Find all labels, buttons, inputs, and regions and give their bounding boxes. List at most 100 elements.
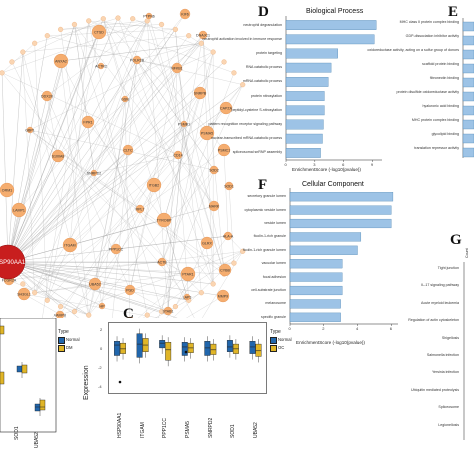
panel-c-box: [120, 342, 126, 354]
network-node-label: HLA-A: [223, 235, 234, 239]
panel-e-term-label: glycolipid binding: [431, 132, 459, 136]
network-node: [121, 95, 129, 103]
panel-d-bar: [285, 133, 323, 144]
panel-e-term-label: GDP-dissociation inhibitor activity: [405, 34, 459, 38]
panel-f-term-label: ficolin-1-rich granule: [253, 234, 286, 239]
network-node-label: ITGAM: [64, 244, 75, 248]
network-edge: [88, 20, 176, 30]
network-node: [62, 237, 78, 253]
network-node-label: PTPN6: [143, 15, 155, 19]
panel-g-legend-title: Count: [465, 248, 469, 258]
network-node-label: STAB1: [162, 310, 173, 314]
network-edge: [103, 18, 208, 244]
network-edge: [93, 154, 179, 174]
network-node: [97, 62, 105, 70]
panel-c-boxplot: [108, 322, 267, 394]
network-node: [115, 15, 121, 21]
network-edge: [60, 43, 202, 62]
panel-b-legend-normal: Normal: [66, 337, 80, 342]
network-edge: [7, 261, 169, 312]
network-node-label: SNRPD2: [87, 172, 102, 176]
network-node: [26, 126, 34, 134]
panel-c-box: [210, 343, 217, 355]
network-edge: [112, 59, 138, 318]
network-node-label: FPR1: [83, 121, 92, 125]
network-node-label: DDX3X: [41, 95, 54, 99]
panel-d-term-label: neutrophil degranulation: [243, 22, 282, 27]
panel-d-bar: [285, 105, 325, 116]
panel-d-term-label: spliceosomal snRNP assembly: [232, 150, 282, 155]
network-edge: [7, 43, 202, 263]
network-node-label: SH3GL1: [17, 293, 31, 297]
network-node: [58, 26, 64, 32]
panel-d-bar: [285, 77, 329, 87]
network-node: [130, 16, 136, 22]
panel-g-term-label: Tight junction: [437, 266, 459, 270]
panel-d-x-tick-label: 0: [284, 162, 287, 167]
network-edge: [29, 129, 215, 171]
panel-d-bar: [285, 148, 321, 158]
panel-f-term-label: specific granule: [261, 314, 286, 319]
panel-d-x-tick-label: 6: [342, 162, 345, 167]
network-edge: [7, 261, 79, 318]
panel-d-letter: D: [258, 4, 269, 20]
network-node: [122, 144, 134, 156]
panel-g-term-label: Legionellosis: [438, 422, 459, 427]
panel-c-letter: C: [123, 306, 134, 322]
network-edge: [1, 18, 133, 264]
network-edge: [7, 34, 204, 263]
network-edge: [7, 149, 129, 263]
network-edge: [177, 154, 215, 207]
network-edge: [1, 72, 9, 263]
panel-f-term-label: melanosome: [265, 301, 286, 306]
network-node: [186, 33, 192, 39]
network-edge: [129, 184, 155, 291]
network-edge: [167, 67, 178, 312]
network-node: [183, 293, 191, 301]
panel-d-x-tick-label: 3: [313, 162, 316, 167]
panel-c-legend-title: Type: [270, 329, 281, 335]
network-edge: [34, 43, 48, 301]
panel-c-ytick: 2: [100, 327, 103, 332]
panel-f-bar: [289, 218, 392, 229]
network-node-label: ITGB2: [149, 184, 159, 188]
network-node-label: POLR2B: [130, 59, 145, 63]
panel-g-term-label: Regulation of actin cytoskeleton: [408, 318, 459, 323]
network-edge: [34, 283, 96, 293]
network-edge: [74, 84, 243, 312]
network-node: [173, 150, 183, 160]
legend-swatch-normal: [270, 337, 277, 344]
network-edge: [46, 20, 148, 97]
network-edge: [69, 92, 201, 246]
legend-swatch-dm: [58, 345, 65, 352]
network-node: [198, 290, 204, 296]
network-node-label: PSMB1: [178, 123, 190, 127]
panel-e-term-label: MHC protein complex binding: [411, 118, 459, 122]
network-edge: [138, 273, 189, 318]
panel-e-term-label: protein disulfide oxidoreductase activit…: [396, 90, 459, 94]
network-edge: [22, 52, 35, 293]
network-edge: [94, 59, 138, 285]
network-node-label: FCGR2A: [2, 279, 17, 283]
panel-b-boxplot: [0, 318, 57, 433]
network-edge: [163, 92, 201, 221]
panel-f-x-tick-label: 0: [288, 326, 291, 331]
network-node: [51, 149, 65, 163]
network-node-label: GLRX: [202, 242, 212, 246]
network-node-label: ANXA2: [55, 60, 67, 64]
network-edge: [46, 95, 59, 157]
panel-f-bar: [289, 272, 343, 282]
network-node-label: PSMA5: [201, 132, 213, 136]
network-edge: [22, 52, 89, 316]
panel-f-bar: [289, 259, 343, 269]
network-edge: [42, 20, 89, 318]
panel-b-box: [0, 371, 5, 385]
network-node: [200, 236, 214, 250]
panel-d-title: Biological Process: [306, 8, 364, 15]
network-node-label: ACTB: [157, 261, 167, 265]
network-node: [41, 90, 53, 102]
network-node: [17, 287, 31, 301]
network-node: [98, 302, 106, 310]
network-node-label: PTAR1: [182, 273, 193, 277]
